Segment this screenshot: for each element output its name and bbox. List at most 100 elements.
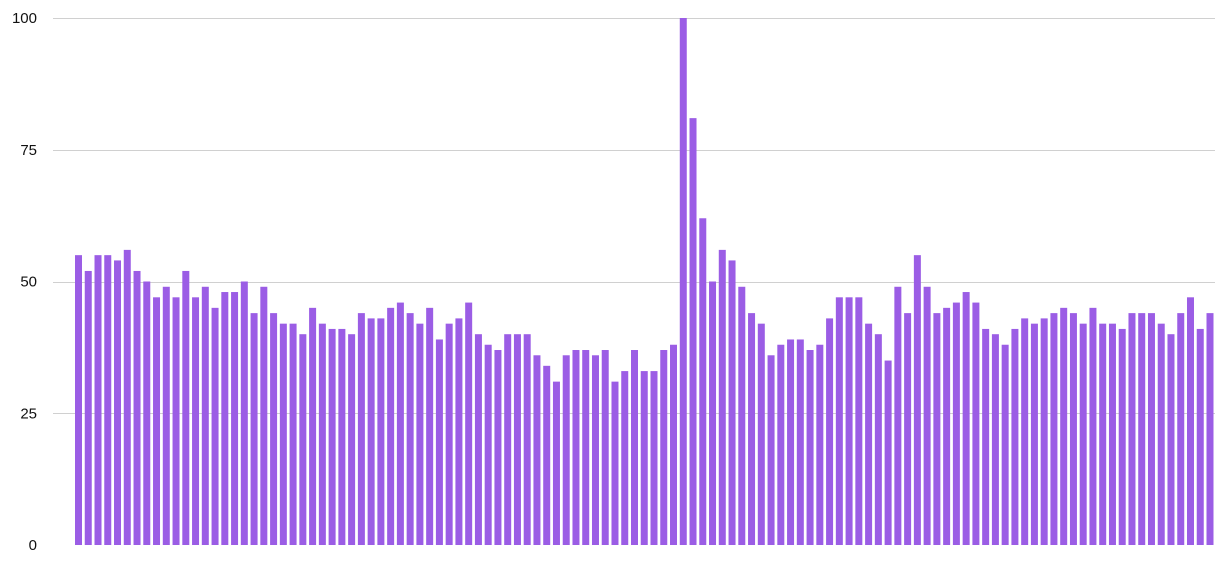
- bar: [728, 260, 736, 545]
- bar: [445, 323, 453, 545]
- bar: [962, 292, 970, 545]
- bar: [689, 118, 697, 545]
- bar: [826, 318, 834, 545]
- bar: [396, 302, 404, 545]
- bar: [143, 281, 151, 545]
- bar: [221, 292, 229, 545]
- bars: [75, 18, 1214, 545]
- bar: [1206, 313, 1214, 545]
- y-tick-label: 100: [12, 10, 37, 27]
- bar: [591, 355, 599, 545]
- bar: [387, 307, 395, 545]
- bar: [1060, 307, 1068, 545]
- bar: [455, 318, 463, 545]
- bar: [1118, 328, 1126, 545]
- bar: [260, 286, 268, 545]
- bar: [1011, 328, 1019, 545]
- y-axis-ticks: 0 25 50 75 100: [12, 10, 37, 554]
- bar: [738, 286, 746, 545]
- bar: [816, 344, 824, 545]
- bar: [757, 323, 765, 545]
- bar: [601, 350, 609, 545]
- bar: [1108, 323, 1116, 545]
- bar: [670, 344, 678, 545]
- bar: [123, 249, 131, 545]
- bar: [270, 313, 278, 545]
- bar: [952, 302, 960, 545]
- bar: [582, 350, 590, 545]
- bar: [474, 334, 482, 545]
- bar: [523, 334, 531, 545]
- bar: [299, 334, 307, 545]
- bar: [357, 313, 365, 545]
- bar: [709, 281, 717, 545]
- bar: [679, 18, 687, 545]
- bar: [104, 255, 112, 545]
- bar: [435, 339, 443, 545]
- bar: [660, 350, 668, 545]
- bar: [611, 381, 619, 545]
- bar: [318, 323, 326, 545]
- bar: [1001, 344, 1009, 545]
- bar: [182, 270, 190, 545]
- bar: [1021, 318, 1029, 545]
- bar: [1089, 307, 1097, 545]
- y-tick-label: 0: [29, 537, 37, 554]
- bar: [162, 286, 170, 545]
- bar: [1167, 334, 1175, 545]
- bar: [1157, 323, 1165, 545]
- bar: [1099, 323, 1107, 545]
- bar: [133, 270, 141, 545]
- y-tick-label: 25: [20, 405, 37, 422]
- bar: [328, 328, 336, 545]
- bar: [231, 292, 239, 545]
- bar: [972, 302, 980, 545]
- bar: [845, 297, 853, 545]
- bar: [1030, 323, 1038, 545]
- bar: [991, 334, 999, 545]
- bar: [777, 344, 785, 545]
- bar: [943, 307, 951, 545]
- bar: [416, 323, 424, 545]
- bar: [250, 313, 258, 545]
- bar: [377, 318, 385, 545]
- bar: [894, 286, 902, 545]
- bar: [279, 323, 287, 545]
- bar: [631, 350, 638, 545]
- bar: [94, 255, 102, 545]
- y-tick-label: 75: [20, 142, 37, 159]
- bar: [933, 313, 941, 545]
- bar: [114, 260, 122, 545]
- bar: [787, 339, 795, 545]
- bar: [1050, 313, 1058, 545]
- bar: [153, 297, 161, 545]
- bar: [504, 334, 512, 545]
- bar: [767, 355, 775, 545]
- bar: [1186, 297, 1194, 545]
- bar: [904, 313, 912, 545]
- bar: [543, 365, 551, 545]
- bar: [982, 328, 990, 545]
- bar: [1138, 313, 1146, 545]
- bar: [913, 255, 921, 545]
- y-tick-label: 50: [20, 274, 37, 291]
- bar: [192, 297, 200, 545]
- bar: [367, 318, 375, 545]
- bar: [562, 355, 570, 545]
- bar: [75, 255, 82, 545]
- bar: [533, 355, 541, 545]
- bar: [1069, 313, 1077, 545]
- bar: [640, 371, 648, 545]
- bar: [338, 328, 346, 545]
- bar: [426, 307, 434, 545]
- bar: [865, 323, 873, 545]
- bar: [289, 323, 297, 545]
- bar: [572, 350, 580, 545]
- bar: [211, 307, 219, 545]
- bar: [240, 281, 248, 545]
- bar: [650, 371, 658, 545]
- bar: [172, 297, 180, 545]
- bar: [855, 297, 863, 545]
